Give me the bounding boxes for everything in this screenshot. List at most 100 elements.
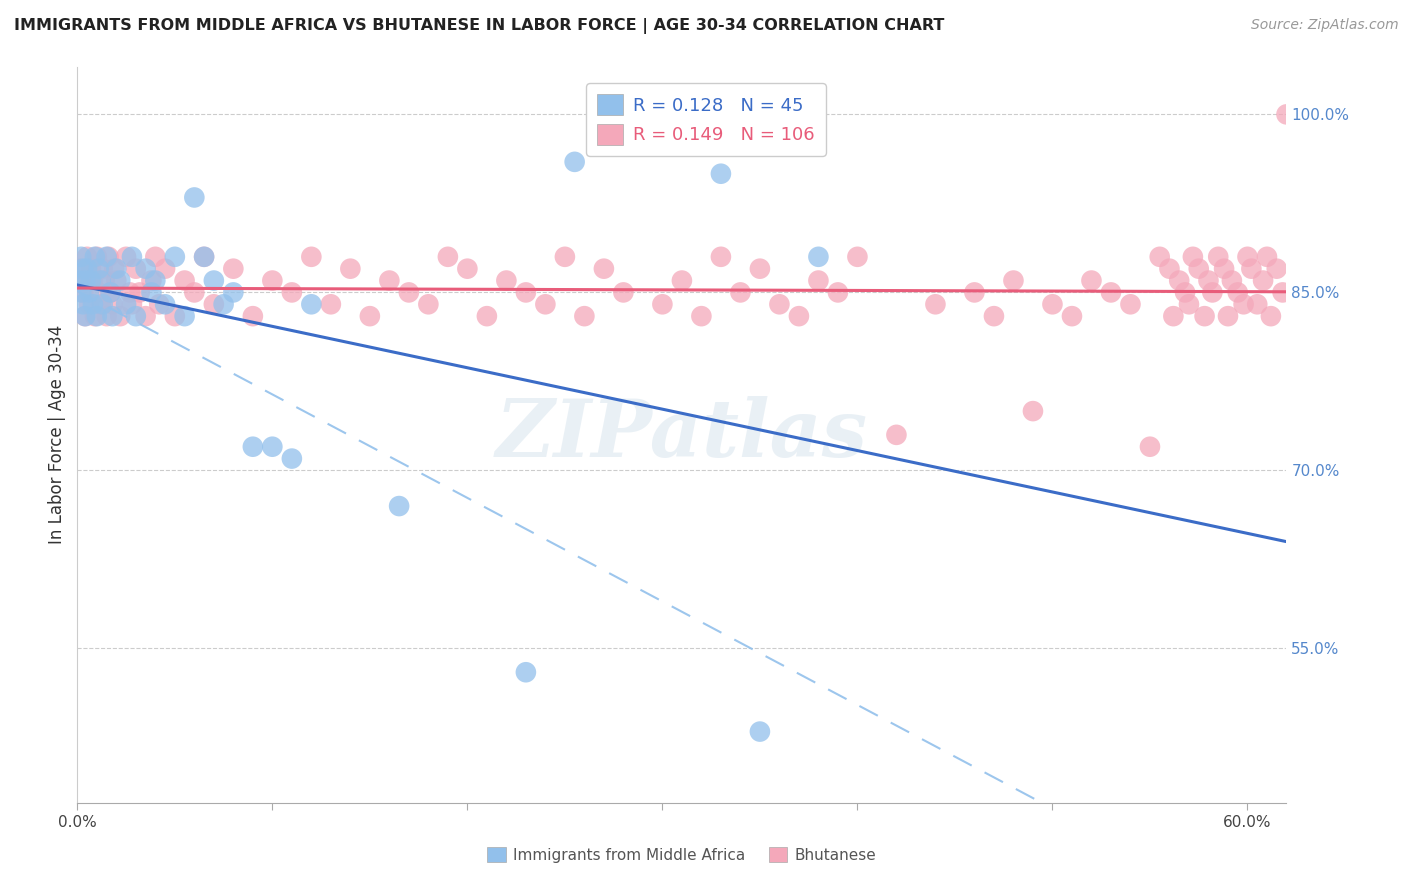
Point xyxy=(768,297,790,311)
Point xyxy=(262,440,284,454)
Point xyxy=(710,167,733,181)
Point xyxy=(1194,309,1216,323)
Point xyxy=(83,250,105,264)
Point xyxy=(456,261,478,276)
Point xyxy=(76,250,98,264)
Point xyxy=(1119,297,1142,311)
Point xyxy=(1042,297,1064,311)
Point xyxy=(97,250,120,264)
Point xyxy=(115,250,138,264)
Point xyxy=(183,190,205,204)
Point xyxy=(153,297,176,311)
Point xyxy=(983,309,1005,323)
Point xyxy=(105,274,128,288)
Point xyxy=(787,309,810,323)
Point xyxy=(1246,297,1268,311)
Point xyxy=(100,285,122,300)
Point xyxy=(70,285,93,300)
Point xyxy=(710,250,733,264)
Point xyxy=(1236,250,1258,264)
Point xyxy=(193,250,215,264)
Point xyxy=(86,250,108,264)
Point xyxy=(173,274,195,288)
Point xyxy=(748,261,770,276)
Point xyxy=(1188,261,1211,276)
Point xyxy=(1022,404,1045,418)
Point xyxy=(91,297,114,311)
Point xyxy=(67,261,90,276)
Point xyxy=(1251,274,1274,288)
Y-axis label: In Labor Force | Age 30-34: In Labor Force | Age 30-34 xyxy=(48,326,66,544)
Point xyxy=(193,250,215,264)
Point xyxy=(1256,250,1278,264)
Point xyxy=(242,440,264,454)
Point xyxy=(148,297,170,311)
Point xyxy=(121,297,143,311)
Point xyxy=(730,285,752,300)
Point xyxy=(1213,261,1236,276)
Point xyxy=(125,261,148,276)
Point xyxy=(1271,285,1294,300)
Point xyxy=(748,724,770,739)
Point xyxy=(72,285,94,300)
Point xyxy=(388,499,411,513)
Point xyxy=(125,309,148,323)
Point xyxy=(105,261,128,276)
Point xyxy=(515,285,537,300)
Point xyxy=(924,297,946,311)
Point xyxy=(87,285,110,300)
Text: Source: ZipAtlas.com: Source: ZipAtlas.com xyxy=(1251,18,1399,32)
Point xyxy=(1198,274,1220,288)
Point xyxy=(299,297,322,311)
Point xyxy=(378,274,401,288)
Point xyxy=(807,274,830,288)
Point xyxy=(1159,261,1181,276)
Point xyxy=(118,285,141,300)
Point xyxy=(110,309,132,323)
Point xyxy=(564,154,586,169)
Point xyxy=(141,285,163,300)
Point xyxy=(1149,250,1171,264)
Point xyxy=(1060,309,1083,323)
Point xyxy=(222,285,245,300)
Point xyxy=(1206,250,1229,264)
Point xyxy=(612,285,634,300)
Point xyxy=(100,285,122,300)
Point xyxy=(262,274,284,288)
Point xyxy=(1275,107,1298,121)
Point xyxy=(1168,274,1191,288)
Point xyxy=(1178,297,1201,311)
Point xyxy=(319,297,342,311)
Point xyxy=(574,309,596,323)
Point xyxy=(1226,285,1249,300)
Point xyxy=(183,285,205,300)
Point xyxy=(534,297,557,311)
Point xyxy=(554,250,576,264)
Point xyxy=(128,285,150,300)
Point xyxy=(475,309,498,323)
Point xyxy=(807,250,830,264)
Point xyxy=(1181,250,1204,264)
Legend: Immigrants from Middle Africa, Bhutanese: Immigrants from Middle Africa, Bhutanese xyxy=(481,840,883,869)
Point xyxy=(82,274,104,288)
Point xyxy=(281,285,304,300)
Point xyxy=(141,274,163,288)
Point xyxy=(827,285,849,300)
Point xyxy=(135,261,157,276)
Point xyxy=(1201,285,1223,300)
Point xyxy=(75,309,97,323)
Point xyxy=(1220,274,1243,288)
Point xyxy=(70,250,93,264)
Point xyxy=(91,261,114,276)
Point xyxy=(173,309,195,323)
Point xyxy=(437,250,460,264)
Point xyxy=(93,274,115,288)
Point xyxy=(359,309,381,323)
Point xyxy=(163,250,186,264)
Point xyxy=(83,309,105,323)
Point xyxy=(67,274,90,288)
Point xyxy=(86,309,108,323)
Point xyxy=(143,250,166,264)
Point xyxy=(1260,309,1282,323)
Point xyxy=(299,250,322,264)
